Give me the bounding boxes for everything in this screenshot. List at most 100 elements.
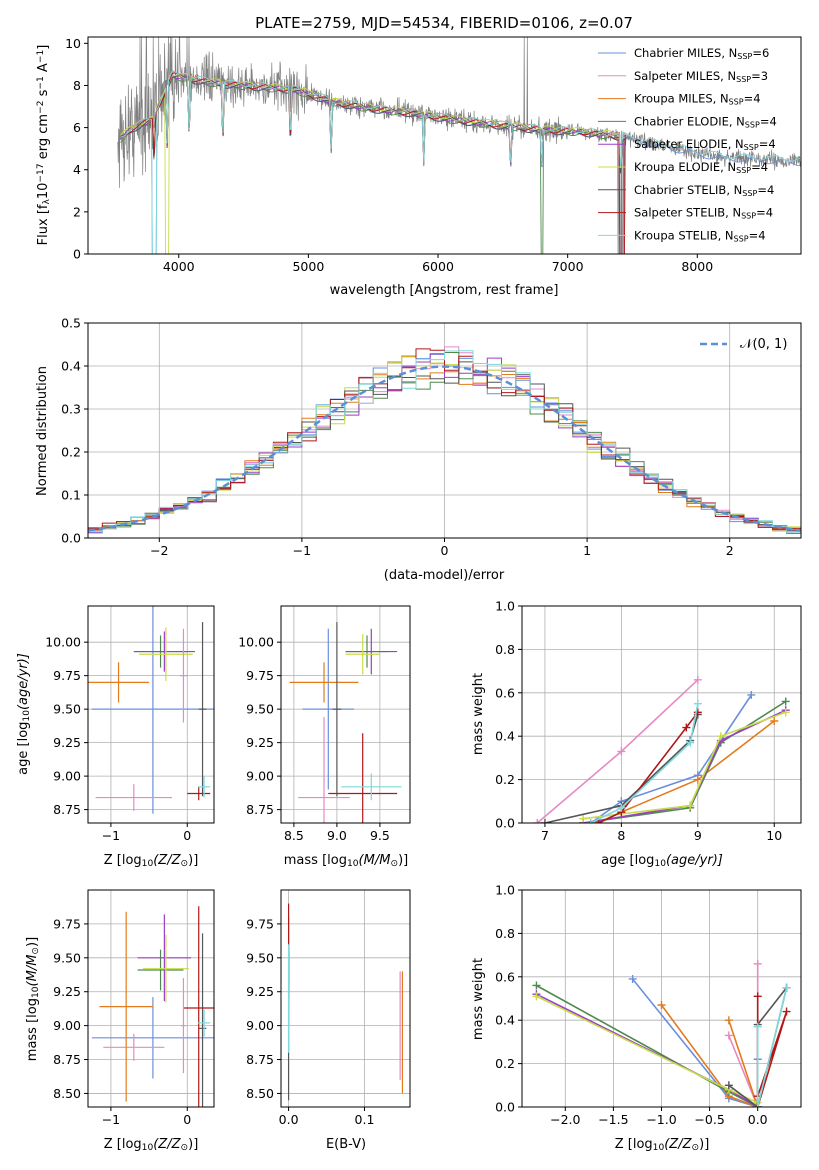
y-tick-label: 8.75 [246,1052,274,1067]
y-tick-label: 8 [73,78,81,93]
residuals-xlabel-part: (data-model)/error [384,568,505,583]
weight-marker-chabrier_stelib [540,819,549,823]
y-tick-label: 0.4 [495,1013,515,1028]
legend-label-part: =4 [749,228,766,242]
weight-marker-kroupa_stelib [753,1022,762,1031]
weight-marker-kroupa_miles [693,775,702,784]
weight-marker-kroupa_stelib [617,803,626,812]
y-tick-label: 0.1 [61,488,81,503]
y-tick-label: 0.6 [495,685,515,700]
residuals-ylabel: Normed distribution [35,366,50,496]
y-tick-label: 0.0 [495,816,515,831]
legend-label-part: =3 [751,69,768,83]
legend-label-part: =4 [756,206,773,220]
legend-label: Chabrier MILES, NSSP=6 [634,46,769,61]
y-tick-label: 0 [73,247,81,262]
weight-marker-chabrier_miles [747,690,756,699]
age_vs_mass-frame [280,605,411,824]
y-tick-label: 8.75 [246,802,274,817]
legend-label-part: Chabrier MILES, N [634,46,737,60]
y-tick-label: 0.2 [495,772,515,787]
age-mass-xlabel-part: 10 [347,859,359,869]
weight-line-salpeter_stelib [598,711,699,823]
weight-Z-ylabel: mass weight [471,958,486,1040]
model-spectrum-kroupa_stelib [120,70,801,254]
y-tick-label: 0.8 [495,642,515,657]
age-Z-ylabel-part: (age/yr)] [16,653,31,710]
y-tick-label: 10.00 [45,635,81,650]
mass-Z-xlabel-part: ⊙ [181,1143,189,1153]
x-tick-label: 8000 [681,259,713,274]
y-tick-label: 1.0 [495,883,515,898]
weight-marker-salpeter_miles [617,747,626,756]
legend-label-part: =4 [757,183,774,197]
mass_vs_Z-axes: −1 0 8.50 8.75 9.00 9.25 9.50 9.75 [53,889,215,1127]
y-tick-label: 9.50 [246,702,274,717]
y-tick-label: 9.50 [246,950,274,965]
weight-marker-kroupa_elodie [686,801,695,810]
x-tick-label: 8.5 [284,828,304,843]
x-tick-label: −1 [102,1112,120,1127]
weight-line-kroupa_stelib [590,703,699,823]
legend-label-part: SSP [736,75,751,84]
x-tick-label: −2.0 [550,1112,580,1127]
mass-Z-xlabel-part: Z [log [104,1137,142,1152]
mass-Z-ylabel-part: 10 [31,986,41,998]
x-tick-label: 0.0 [748,1112,768,1127]
legend-label: Chabrier STELIB, NSSP=4 [634,183,774,198]
mass-Z-ylabel-part: )] [25,937,40,947]
weight-age-xlabel: age [log10(age/yr)] [601,853,723,869]
weight-age-xlabel-part: (age/yr)] [666,853,723,868]
spectrum-axes: 4000 5000 6000 7000 8000 0 2 4 6 8 10 [65,36,802,274]
mass_vs_ebv-axes: 0.0 0.1 8.50 8.75 9.00 9.25 9.50 9.75 [246,889,411,1127]
weight_vs_age-frame [521,605,802,824]
y-tick-label: 9.00 [53,769,81,784]
spectrum-ylabel-part: A [36,63,51,76]
weight-Z-xlabel-part: )] [699,1137,709,1152]
spectrum-ylabel-part: ] [36,45,51,50]
legend-label-part: Chabrier ELODIE, N [634,114,745,128]
weight-line-kroupa_elodie [536,995,759,1104]
weight-marker-kroupa_elodie [781,708,790,717]
legend-label-part: Kroupa MILES, N [634,92,729,106]
legend-label-part: =4 [744,92,761,106]
age-mass-xlabel-part: )] [398,853,408,868]
mass-Z-xlabel-part: )] [188,1137,198,1152]
weight-marker-salpeter_stelib [693,708,702,717]
y-tick-label: 6 [73,120,81,135]
x-tick-label: 9.5 [370,828,390,843]
weight-marker-kroupa_stelib [586,819,595,823]
weight-marker-salpeter_stelib [782,1007,791,1016]
spectrum-ylabel-part: 10 [36,183,51,200]
y-tick-label: 9.75 [53,916,81,931]
x-tick-label: −0.5 [694,1112,724,1127]
y-tick-label: 9.50 [53,702,81,717]
weight-line-kroupa_elodie [583,711,786,820]
legend-label-part: SSP [742,189,757,198]
legend-label: Salpeter MILES, NSSP=3 [634,69,768,84]
spectrum-ylabel-part: −2 [36,101,46,114]
x-tick-label: −1 [102,828,120,843]
mass-Z-ylabel-part: (M/M [25,955,40,987]
x-tick-label: 7 [541,828,549,843]
weight_vs_age-plot [533,675,790,823]
weight-marker-kroupa_stelib [753,1103,762,1107]
x-tick-label: 6000 [422,259,454,274]
weight-line-chabrier_elodie [583,700,787,823]
age-Z-xlabel-part: )] [188,853,198,868]
y-tick-label: 8.50 [53,1086,81,1101]
weight-marker-chabrier_stelib [724,1081,733,1090]
y-tick-label: 1.0 [495,599,515,614]
legend-label: Kroupa MILES, NSSP=4 [634,92,761,107]
age-Z-xlabel: Z [log10(Z/Z⊙)] [104,853,199,869]
y-tick-label: 4 [73,162,81,177]
spectrum-xlabel: wavelength [Angstrom, rest frame] [330,283,559,298]
x-tick-label: −2 [150,543,168,558]
legend-label: Salpeter ELODIE, NSSP=4 [634,137,776,152]
residuals-plot [88,346,801,534]
y-tick-label: 0.0 [61,531,81,546]
y-tick-label: 0.4 [495,729,515,744]
spectrum-ylabel: Flux [fλ10−17 erg cm−2 s−1 A−1] [36,45,52,246]
legend-label-part: Salpeter ELODIE, N [634,137,744,151]
